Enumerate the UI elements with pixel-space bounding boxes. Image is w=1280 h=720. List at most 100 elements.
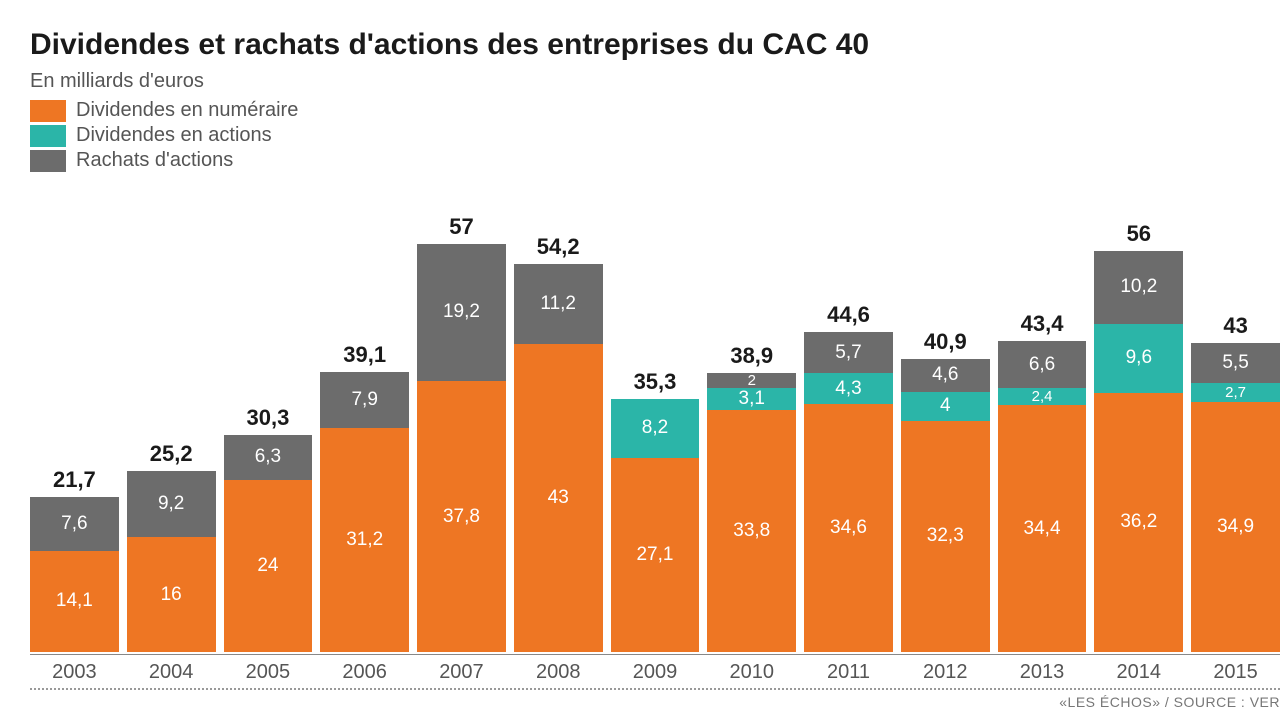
bar-stack: 9,216 — [127, 471, 216, 652]
bar-segment-numeraire: 24 — [224, 480, 313, 652]
bar-stack: 6,324 — [224, 435, 313, 652]
x-axis-label: 2015 — [1191, 655, 1280, 684]
bar-segment-rachats: 19,2 — [417, 244, 506, 382]
bar-column: 57 19,237,8 — [417, 214, 506, 652]
bar-stack: 5,74,334,6 — [804, 332, 893, 652]
bar-stack: 7,931,2 — [320, 372, 409, 652]
bar-column: 40,9 4,6432,3 — [901, 329, 990, 652]
bar-stack: 8,227,1 — [611, 399, 700, 652]
bar-segment-rachats: 5,5 — [1191, 343, 1280, 382]
bar-column: 39,1 7,931,2 — [320, 342, 409, 652]
source-credit: «LES ÉCHOS» / SOURCE : VER — [1059, 694, 1280, 710]
bar-total-label: 54,2 — [537, 234, 580, 260]
x-axis-label: 2013 — [998, 655, 1087, 684]
bar-segment-actions: 4,3 — [804, 373, 893, 404]
bar-segment-actions: 9,6 — [1094, 324, 1183, 393]
bar-segment-actions: 4 — [901, 392, 990, 421]
bar-total-label: 35,3 — [634, 369, 677, 395]
bar-segment-rachats: 6,3 — [224, 435, 313, 480]
chart-footer: «LES ÉCHOS» / SOURCE : VER — [30, 688, 1280, 710]
bar-segment-actions: 8,2 — [611, 399, 700, 458]
bar-segment-rachats: 6,6 — [998, 341, 1087, 388]
legend-item-rachats: Rachats d'actions — [30, 149, 1280, 172]
bars-row: 21,77,614,125,29,21630,36,32439,17,931,2… — [30, 186, 1280, 652]
bar-segment-numeraire: 36,2 — [1094, 393, 1183, 652]
bar-segment-rachats: 4,6 — [901, 359, 990, 392]
x-axis-label: 2003 — [30, 655, 119, 684]
bar-segment-numeraire: 27,1 — [611, 458, 700, 652]
bar-segment-rachats: 10,2 — [1094, 251, 1183, 324]
bar-stack: 7,614,1 — [30, 497, 119, 653]
bar-segment-rachats: 2 — [707, 373, 796, 387]
x-axis-label: 2007 — [417, 655, 506, 684]
bar-total-label: 21,7 — [53, 467, 96, 493]
bar-segment-numeraire: 32,3 — [901, 421, 990, 652]
bar-column: 54,2 11,243 — [514, 234, 603, 652]
bar-total-label: 57 — [449, 214, 473, 240]
bar-column: 25,2 9,216 — [127, 441, 216, 652]
x-axis-label: 2008 — [514, 655, 603, 684]
bar-total-label: 43,4 — [1021, 311, 1064, 337]
legend-swatch-actions — [30, 125, 66, 147]
bar-segment-actions: 2,7 — [1191, 383, 1280, 402]
bar-stack: 10,29,636,2 — [1094, 251, 1183, 652]
bar-column: 38,9 23,133,8 — [707, 343, 796, 652]
bar-segment-numeraire: 14,1 — [30, 551, 119, 652]
x-axis-label: 2014 — [1094, 655, 1183, 684]
legend-label: Rachats d'actions — [76, 149, 233, 172]
bar-segment-numeraire: 34,4 — [998, 405, 1087, 652]
chart-area: 21,77,614,125,29,21630,36,32439,17,931,2… — [30, 186, 1280, 710]
chart-container: Dividendes et rachats d'actions des entr… — [0, 0, 1280, 720]
bar-segment-actions: 3,1 — [707, 388, 796, 410]
bar-segment-numeraire: 31,2 — [320, 428, 409, 652]
bar-segment-actions: 2,4 — [998, 388, 1087, 405]
bar-stack: 5,52,734,9 — [1191, 343, 1280, 652]
bar-total-label: 38,9 — [730, 343, 773, 369]
bar-segment-rachats: 5,7 — [804, 332, 893, 373]
bar-total-label: 40,9 — [924, 329, 967, 355]
bar-column: 43 5,52,734,9 — [1191, 313, 1280, 652]
legend-label: Dividendes en actions — [76, 124, 272, 147]
bar-stack: 4,6432,3 — [901, 359, 990, 652]
bar-column: 21,7 7,614,1 — [30, 467, 119, 653]
bar-segment-numeraire: 37,8 — [417, 381, 506, 652]
bar-stack: 11,243 — [514, 264, 603, 652]
bar-stack: 19,237,8 — [417, 244, 506, 652]
bar-segment-numeraire: 34,6 — [804, 404, 893, 652]
x-axis-label: 2005 — [224, 655, 313, 684]
chart-subtitle: En milliards d'euros — [30, 70, 1280, 93]
bar-column: 43,4 6,62,434,4 — [998, 311, 1087, 652]
x-axis-label: 2009 — [611, 655, 700, 684]
bar-segment-rachats: 7,6 — [30, 497, 119, 551]
bar-stack: 23,133,8 — [707, 373, 796, 652]
x-axis-label: 2012 — [901, 655, 990, 684]
bar-segment-numeraire: 43 — [514, 344, 603, 652]
bar-column: 35,3 8,227,1 — [611, 369, 700, 652]
bar-stack: 6,62,434,4 — [998, 341, 1087, 652]
x-axis-label: 2011 — [804, 655, 893, 684]
bar-total-label: 39,1 — [343, 342, 386, 368]
bar-total-label: 25,2 — [150, 441, 193, 467]
x-axis: 2003200420052006200720082009201020112012… — [30, 654, 1280, 684]
legend-swatch-rachats — [30, 150, 66, 172]
legend-swatch-numeraire — [30, 100, 66, 122]
bar-total-label: 43 — [1223, 313, 1247, 339]
bar-segment-rachats: 9,2 — [127, 471, 216, 537]
x-axis-label: 2006 — [320, 655, 409, 684]
bar-segment-numeraire: 16 — [127, 537, 216, 652]
legend: Dividendes en numéraire Dividendes en ac… — [30, 99, 1280, 172]
chart-title: Dividendes et rachats d'actions des entr… — [30, 28, 1280, 62]
bar-total-label: 30,3 — [247, 405, 290, 431]
bar-total-label: 44,6 — [827, 302, 870, 328]
legend-label: Dividendes en numéraire — [76, 99, 298, 122]
bar-segment-rachats: 7,9 — [320, 372, 409, 429]
x-axis-label: 2010 — [707, 655, 796, 684]
legend-item-actions: Dividendes en actions — [30, 124, 1280, 147]
bar-segment-rachats: 11,2 — [514, 264, 603, 344]
bar-column: 56 10,29,636,2 — [1094, 221, 1183, 652]
bar-segment-numeraire: 33,8 — [707, 410, 796, 652]
x-axis-label: 2004 — [127, 655, 216, 684]
bar-segment-numeraire: 34,9 — [1191, 402, 1280, 652]
bar-total-label: 56 — [1127, 221, 1151, 247]
bar-column: 44,6 5,74,334,6 — [804, 302, 893, 652]
